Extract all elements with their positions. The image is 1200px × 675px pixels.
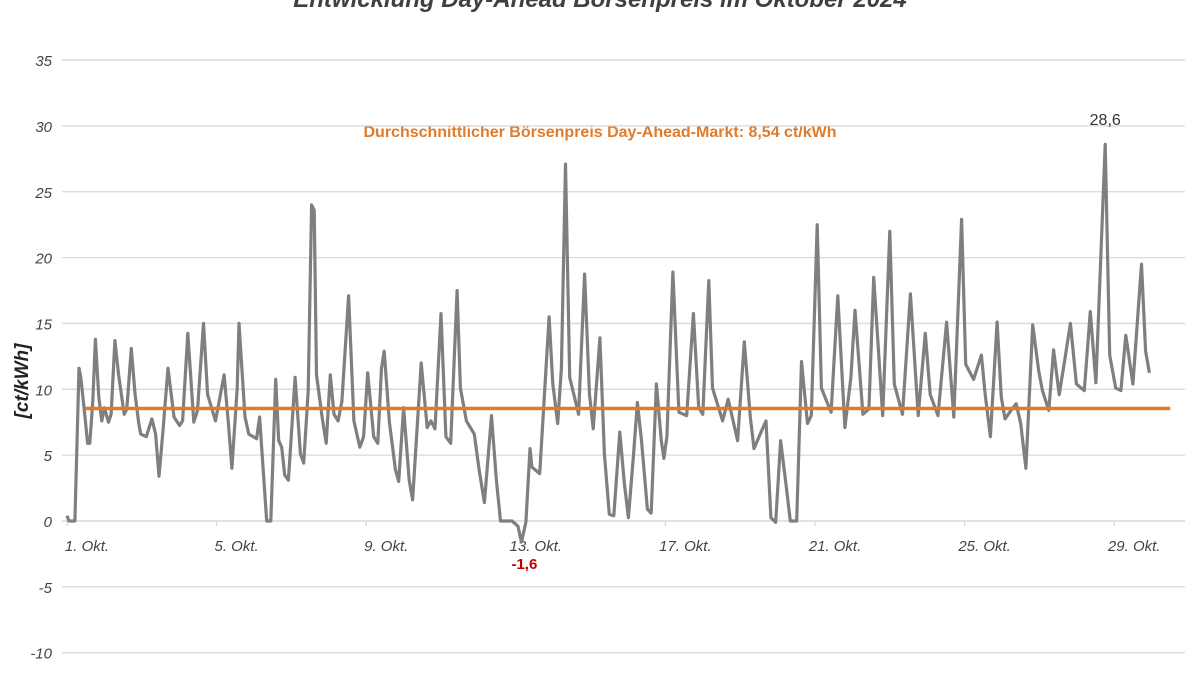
y-tick-label: 35 [35,53,52,70]
x-tick-label: 21. Okt. [808,538,862,555]
y-tick-label: 25 [34,185,52,202]
y-tick-label: 5 [44,448,53,465]
chart-title: Entwicklung Day-Ahead Börsenpreis im Okt… [0,0,1200,14]
y-tick-label: 15 [35,316,52,333]
x-tick-label: 1. Okt. [65,538,109,555]
x-tick-label: 25. Okt. [957,538,1011,555]
y-tick-label: -5 [39,580,53,597]
price-series-line [65,142,1151,544]
x-tick-label: 29. Okt. [1107,538,1161,555]
y-tick-label: 30 [35,119,52,136]
y-tick-label: -10 [30,646,52,663]
average-label: Durchschnittlicher Börsenpreis Day-Ahead… [363,124,837,141]
min-annotation: -1,6 [511,556,537,573]
y-tick-label: 0 [44,514,53,531]
x-tick-label: 17. Okt. [659,538,712,555]
max-annotation: 28,6 [1090,112,1121,129]
x-tick-label: 13. Okt. [510,538,563,555]
x-tick-label: 5. Okt. [215,538,259,555]
x-tick-label: 9. Okt. [364,538,408,555]
y-tick-label: 20 [34,251,52,268]
y-tick-label: 10 [35,382,52,399]
